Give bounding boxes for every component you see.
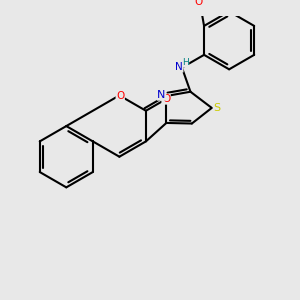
Text: N: N — [157, 90, 166, 100]
Text: N: N — [175, 62, 183, 72]
Text: S: S — [213, 103, 220, 113]
Text: O: O — [162, 94, 170, 104]
Text: O: O — [194, 0, 203, 8]
Text: H: H — [182, 58, 189, 67]
Text: O: O — [116, 91, 124, 101]
